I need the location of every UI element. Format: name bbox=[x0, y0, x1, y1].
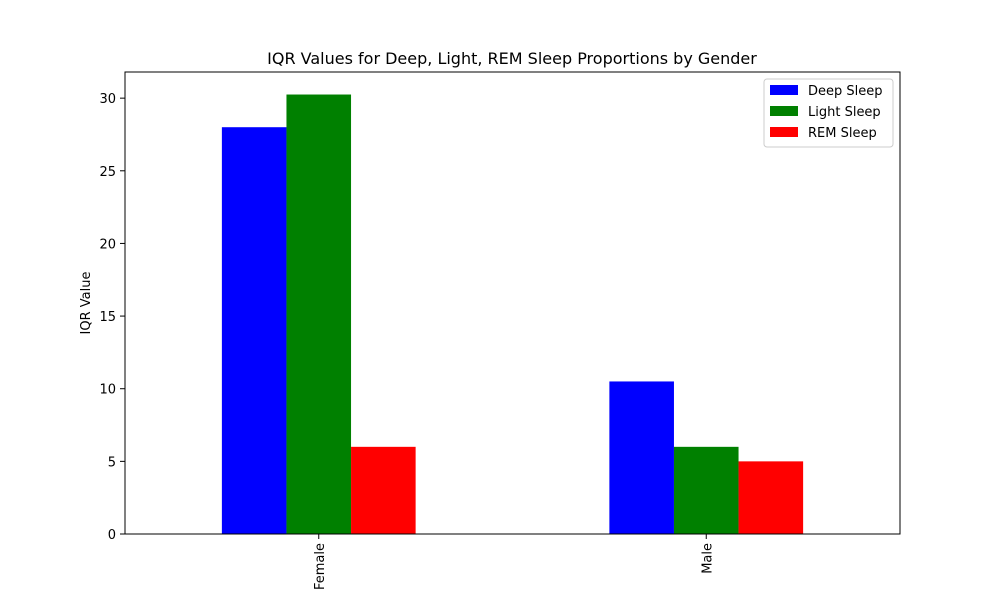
y-tick-label: 15 bbox=[99, 310, 116, 325]
bar-light-sleep-female bbox=[286, 94, 352, 535]
y-tick-label: 0 bbox=[108, 528, 116, 543]
y-tick-label: 30 bbox=[99, 92, 116, 107]
chart-title: IQR Values for Deep, Light, REM Sleep Pr… bbox=[267, 49, 757, 68]
legend-label: REM Sleep bbox=[808, 126, 877, 141]
x-tick-label-male: Male bbox=[700, 543, 715, 574]
bar-deep-sleep-male bbox=[609, 381, 674, 534]
x-tick-label-female: Female bbox=[313, 543, 328, 590]
legend-swatch-rem-sleep bbox=[770, 127, 798, 137]
legend: Deep Sleep Light Sleep REM Sleep bbox=[763, 78, 894, 148]
legend-label: Deep Sleep bbox=[808, 84, 883, 99]
bar-light-sleep-male bbox=[673, 446, 739, 534]
y-tick-label: 5 bbox=[108, 455, 116, 470]
y-axis-label: IQR Value bbox=[79, 272, 94, 335]
y-tick-label: 10 bbox=[99, 383, 116, 398]
plot-frame bbox=[124, 71, 901, 535]
x-axis: Female Male bbox=[313, 534, 715, 590]
y-tick-label: 20 bbox=[99, 237, 116, 252]
bar-deep-sleep-female bbox=[221, 127, 287, 534]
bar-rem-sleep-male bbox=[738, 461, 804, 534]
legend-swatch-deep-sleep bbox=[770, 85, 798, 95]
legend-label: Light Sleep bbox=[808, 105, 881, 120]
y-tick-label: 25 bbox=[99, 165, 116, 180]
legend-swatch-light-sleep bbox=[770, 106, 798, 116]
bars-group bbox=[221, 94, 804, 535]
bar-rem-sleep-female bbox=[351, 446, 416, 534]
y-axis: 0 5 10 15 20 25 30 bbox=[99, 92, 125, 543]
